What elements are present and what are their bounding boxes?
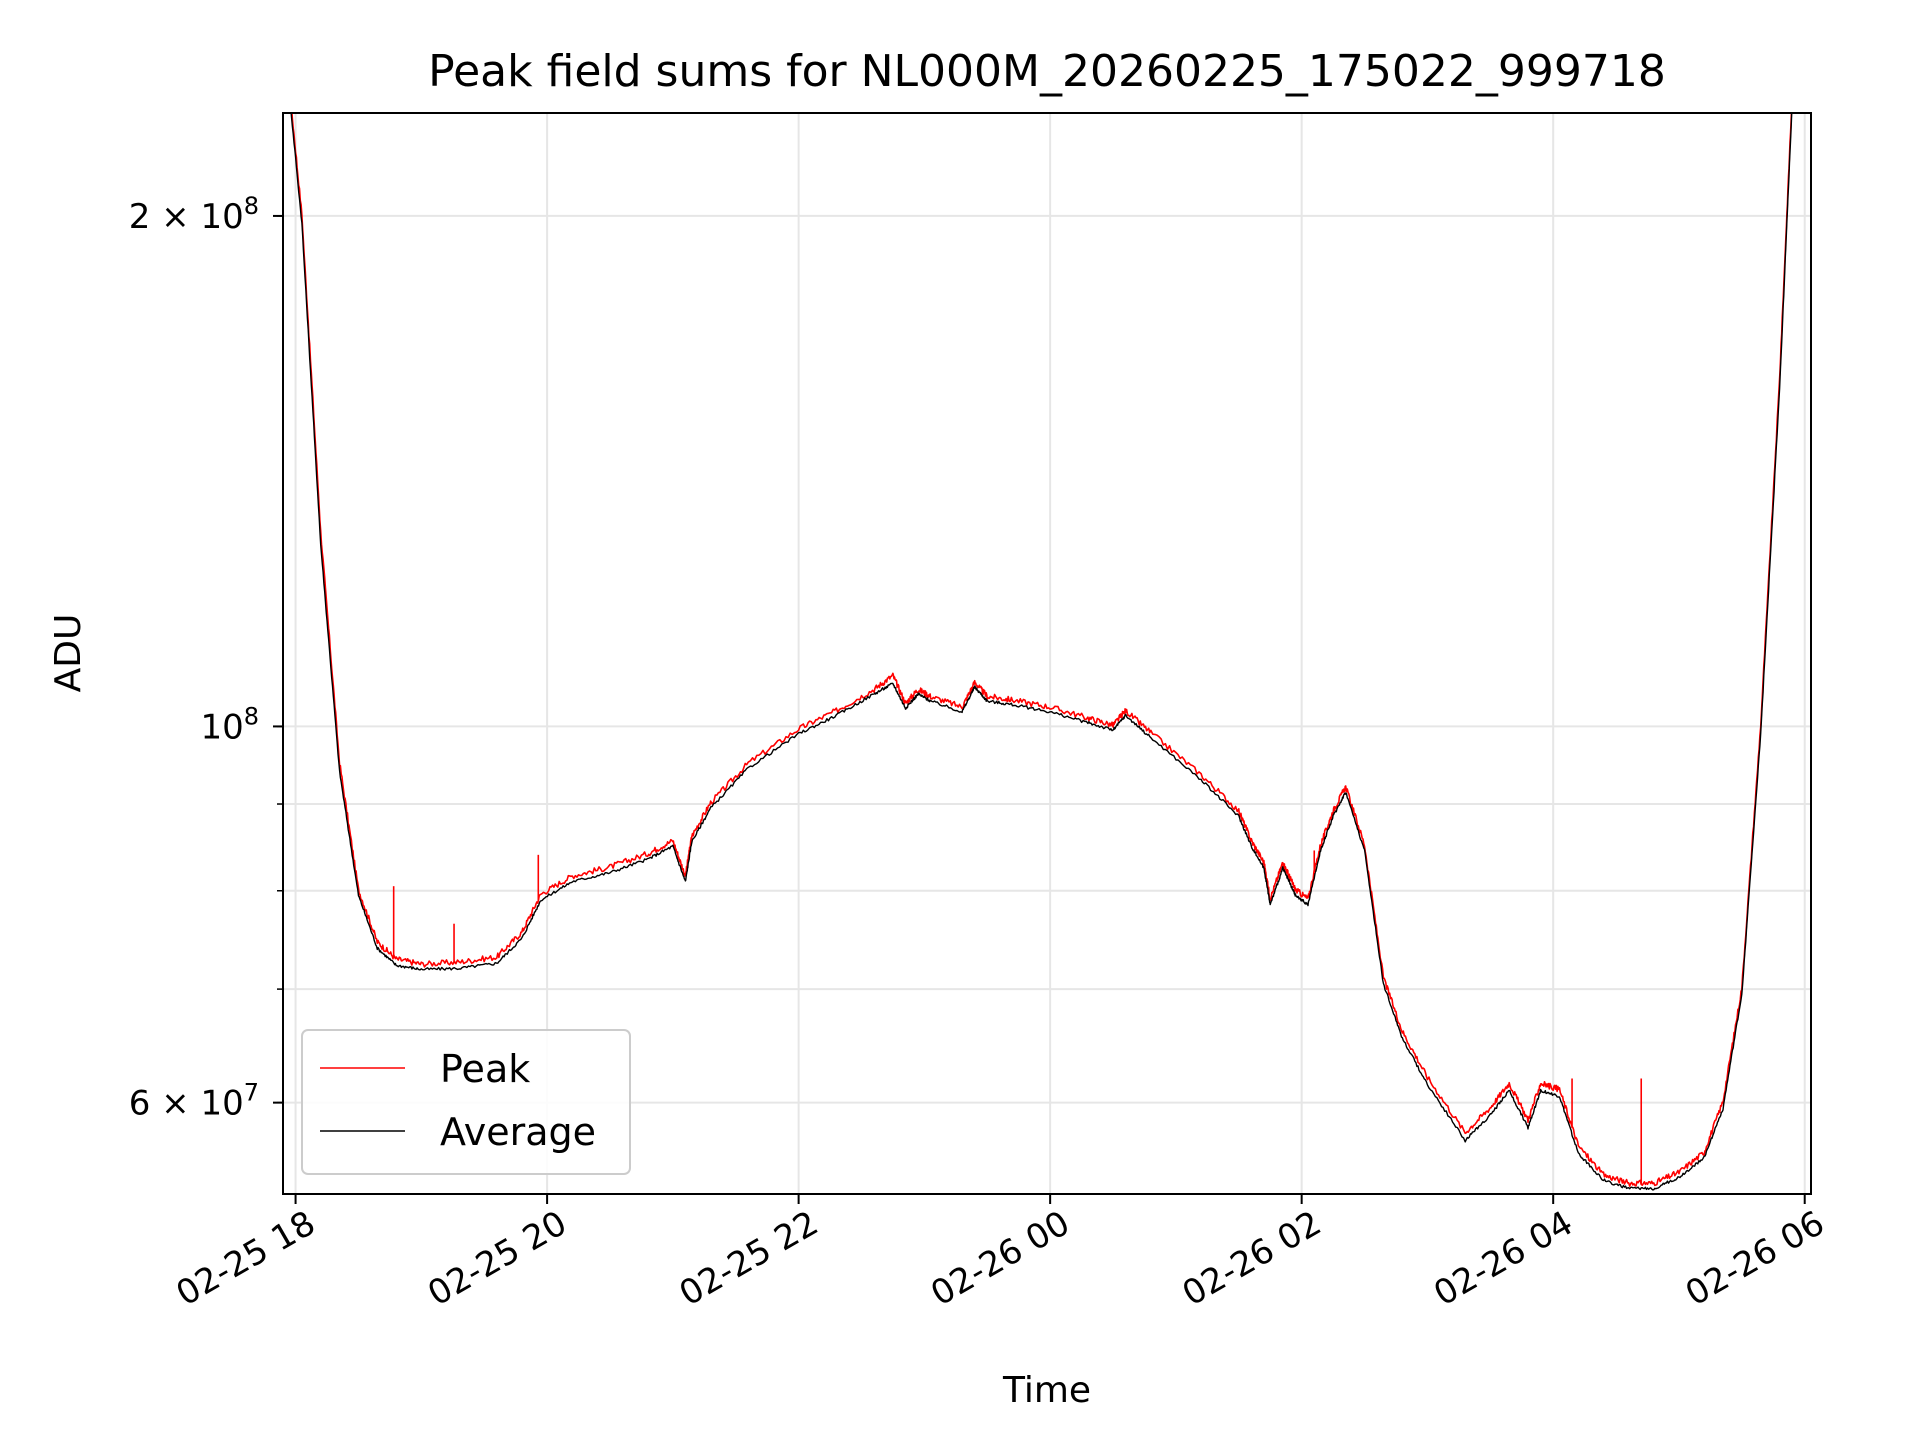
y-tick-label: 2 × 108 (129, 192, 259, 237)
x-axis-label: Time (1002, 1370, 1091, 1411)
series-average-line (290, 113, 1793, 1191)
y-tick-label: 6 × 107 (129, 1079, 259, 1124)
y-axis-label: ADU (48, 614, 89, 693)
legend-box (301, 1029, 631, 1175)
series-peak-line (291, 113, 1793, 1187)
legend-average-label: Average (440, 1110, 596, 1154)
series-layer (290, 113, 1793, 1191)
chart-title: Peak field sums for NL000M_20260225_1750… (428, 46, 1666, 97)
y-tick-label: 108 (200, 702, 259, 747)
legend: Peak Average (301, 1029, 631, 1175)
legend-peak-label: Peak (440, 1047, 530, 1091)
plot-frame (282, 112, 1812, 1195)
